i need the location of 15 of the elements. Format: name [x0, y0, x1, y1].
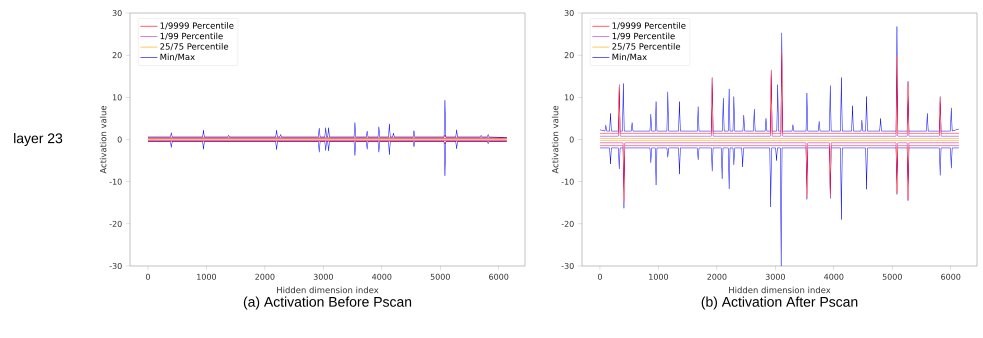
text: (a) Activation Before Pscan [244, 296, 412, 310]
legend-label: 1/99 Percentile [612, 32, 675, 40]
legend-label: 25/75 Percentile [612, 43, 680, 50]
legend-label: Min/Max [612, 54, 647, 61]
legend-label: 1/9999 Percentile [160, 22, 234, 30]
legend-label: Min/Max [160, 54, 195, 61]
text: layer 23 [14, 133, 62, 146]
y-axis-title: Activation value [100, 106, 106, 174]
y-axis-title: Activation value [552, 106, 558, 174]
legend-label: 1/9999 Percentile [612, 22, 686, 30]
text: (b) Activation After Pscan [702, 296, 858, 310]
x-axis-title: Hidden dimension index [277, 286, 378, 294]
legend-label: 25/75 Percentile [160, 43, 228, 50]
legend-label: 1/99 Percentile [160, 32, 223, 40]
x-axis-title: Hidden dimension index [729, 286, 830, 294]
